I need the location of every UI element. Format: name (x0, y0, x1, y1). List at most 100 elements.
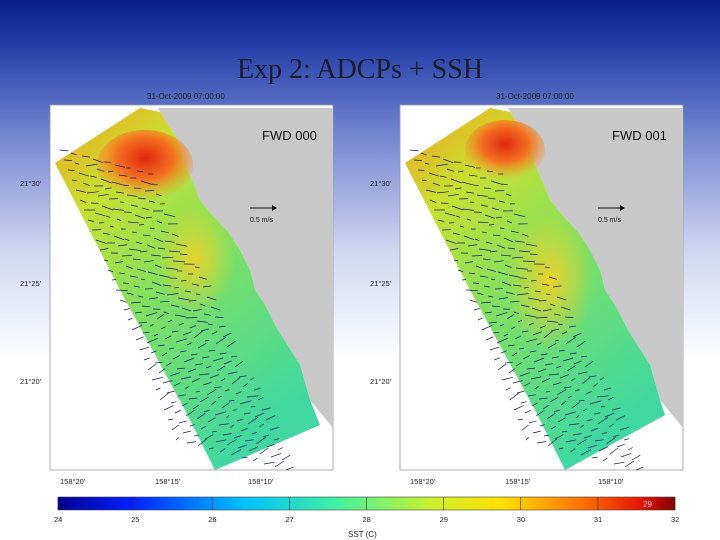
velocity-arrow (475, 265, 483, 269)
velocity-arrow (155, 193, 162, 197)
velocity-arrow (609, 447, 619, 455)
timestamp: 31-Oct-2009 07:00:00 (496, 92, 574, 101)
velocity-arrow (185, 410, 195, 417)
colorbar-tick-label: 32 (671, 515, 679, 524)
velocity-arrow (512, 284, 522, 287)
velocity-arrow (529, 253, 538, 255)
velocity-arrow (248, 446, 259, 452)
velocity-arrow (218, 325, 226, 328)
velocity-arrow (161, 352, 168, 357)
velocity-arrow (202, 381, 212, 386)
velocity-arrow (555, 365, 562, 369)
velocity-arrow (162, 380, 173, 384)
velocity-arrow (79, 199, 87, 204)
velocity-arrow (87, 219, 95, 222)
velocity-arrow (182, 430, 191, 434)
velocity-arrow (206, 389, 217, 396)
velocity-arrow (166, 293, 179, 296)
velocity-arrow (281, 454, 291, 461)
velocity-arrow (528, 322, 535, 326)
velocity-arrow (554, 434, 564, 440)
velocity-arrow (171, 424, 179, 431)
velocity-arrow (496, 244, 506, 249)
velocity-arrow (171, 233, 179, 237)
velocity-arrow (468, 272, 476, 275)
velocity-arrow (522, 260, 535, 263)
velocity-arrow (573, 360, 582, 365)
velocity-arrow (553, 409, 560, 413)
velocity-arrow (592, 383, 598, 388)
velocity-arrow (498, 297, 508, 300)
velocity-arrow (266, 443, 275, 448)
velocity-arrow (503, 333, 509, 337)
velocity-arrow (574, 389, 580, 392)
velocity-arrow (153, 333, 159, 337)
velocity-arrow (532, 430, 541, 434)
velocity-arrow (553, 313, 561, 316)
velocity-arrow (503, 237, 514, 243)
velocity-arrow (183, 357, 195, 363)
velocity-arrow (486, 170, 493, 172)
velocity-arrow (491, 207, 499, 211)
velocity-arrow (623, 438, 630, 441)
velocity-arrow (174, 314, 187, 318)
velocity-arrow (96, 168, 105, 172)
velocity-arrow (504, 264, 512, 268)
velocity-arrow (175, 243, 188, 247)
velocity-arrow (521, 330, 529, 333)
warm-core (465, 120, 545, 180)
velocity-arrow (206, 296, 217, 301)
velocity-arrow (187, 368, 196, 373)
velocity-arrow (131, 324, 143, 331)
velocity-arrow (442, 158, 454, 164)
velocity-arrow (561, 331, 568, 335)
lat-tick: 21°30' (20, 179, 42, 188)
velocity-arrow (508, 274, 521, 278)
velocity-arrow (487, 295, 494, 298)
velocity-arrow (175, 437, 180, 441)
colorbar-tick-label: 27 (285, 515, 293, 524)
velocity-arrow (150, 254, 161, 257)
velocity-arrow (269, 426, 280, 431)
velocity-arrow (499, 324, 504, 327)
velocity-arrow (482, 258, 491, 261)
velocity-arrow (613, 461, 625, 465)
velocity-arrow (163, 311, 169, 315)
velocity-arrow (223, 360, 232, 365)
velocity-arrow (517, 319, 523, 323)
velocity-arrow (103, 259, 109, 262)
velocity-arrow (559, 374, 570, 379)
lon-tick: 158°10' (248, 477, 274, 486)
velocity-arrow (129, 275, 139, 278)
velocity-arrow (274, 460, 284, 468)
velocity-arrow (547, 342, 557, 349)
velocity-arrow (593, 412, 601, 415)
velocity-arrow (196, 413, 206, 420)
velocity-arrow (521, 233, 529, 237)
lat-tick: 21°20' (20, 377, 42, 386)
velocity-arrow (459, 225, 464, 228)
velocity-arrow (511, 256, 524, 259)
velocity-arrow (215, 336, 226, 345)
velocity-arrow (429, 199, 437, 204)
velocity-arrow (132, 258, 141, 261)
velocity-arrow (435, 163, 448, 167)
velocity-arrow (85, 163, 98, 167)
velocity-vectors (59, 149, 294, 471)
velocity-arrow (75, 189, 86, 193)
velocity-arrow (63, 159, 72, 161)
velocity-arrow (122, 184, 129, 187)
colorbar-tick-label: 31 (594, 515, 602, 524)
velocity-arrow (425, 189, 436, 193)
velocity-arrow (437, 219, 445, 222)
velocity-arrow (600, 406, 606, 408)
velocity-arrow (558, 447, 564, 450)
velocity-arrow (524, 409, 531, 414)
velocity-arrow (530, 376, 542, 380)
velocity-arrow (567, 395, 572, 399)
velocity-arrow (82, 182, 90, 186)
velocity-arrow (197, 342, 207, 349)
velocity-arrow (209, 374, 220, 379)
velocity-arrow (115, 289, 128, 291)
velocity-arrow (99, 248, 109, 251)
